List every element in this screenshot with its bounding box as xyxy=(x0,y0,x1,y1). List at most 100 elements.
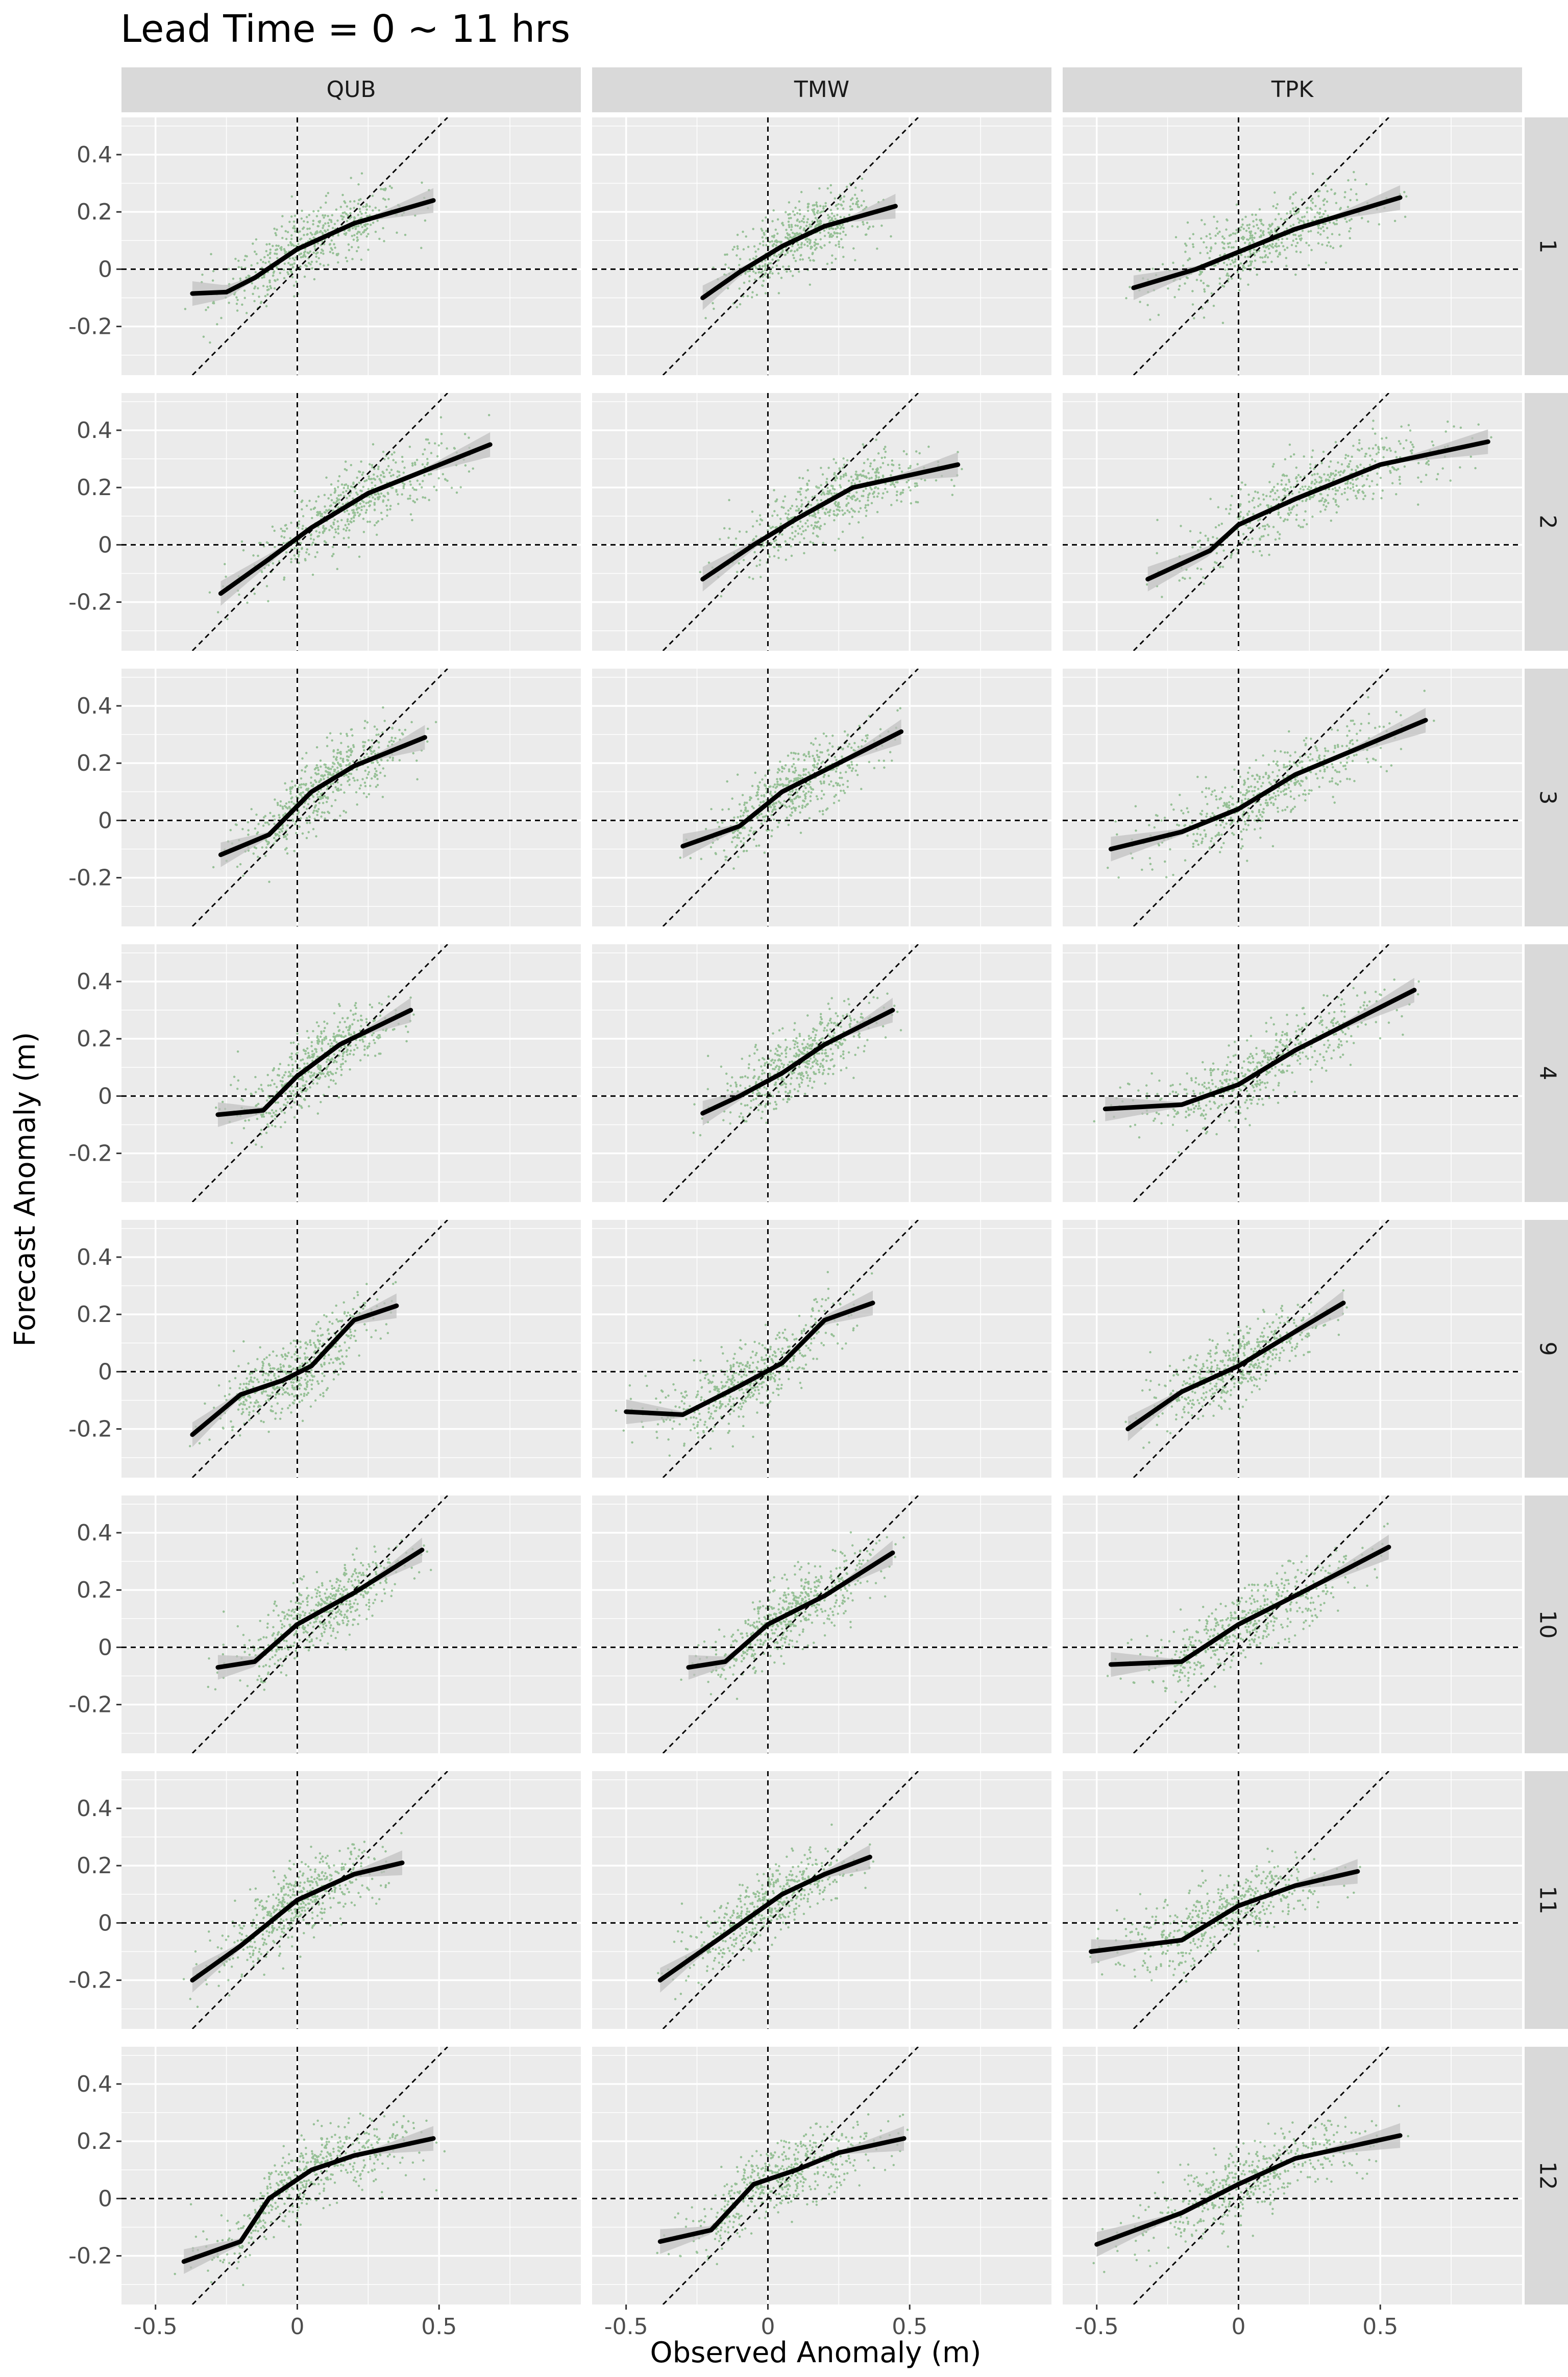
row-strip-label: 3 xyxy=(1535,791,1561,805)
panel xyxy=(592,1220,1051,1478)
panel xyxy=(1063,1771,1522,2029)
y-tick-label: 0.2 xyxy=(77,1577,112,1603)
smooth-line xyxy=(1125,1301,1346,1432)
y-tick-label: -0.2 xyxy=(68,2243,112,2269)
panel-contents xyxy=(121,944,581,1202)
panel-contents xyxy=(1063,2047,1522,2305)
y-tick-label: 0 xyxy=(98,256,112,282)
y-tick-label: 0 xyxy=(98,1634,112,1660)
panel-contents xyxy=(592,1220,1051,1478)
confidence-band xyxy=(192,1850,402,1993)
row-strip xyxy=(1525,117,1568,375)
confidence-band xyxy=(702,452,958,592)
y-tick-label: 0 xyxy=(98,807,112,834)
row-strip-label: 12 xyxy=(1535,2162,1561,2190)
smooth-line xyxy=(1089,1869,1360,1954)
x-tick-label: 0.5 xyxy=(421,2314,457,2340)
y-tick-label: 0.2 xyxy=(77,2128,112,2154)
column-strip-label: QUB xyxy=(326,77,376,103)
confidence-band xyxy=(660,1845,870,1993)
panel xyxy=(592,1771,1051,2029)
y-tick-label: 0.2 xyxy=(77,1853,112,1879)
y-tick-label: 0.4 xyxy=(77,1520,112,1546)
y-axis-ticks: -0.2 0 0.2 0.4 -0.2 0 0.2 0.4 -0.2 0 0.2 0.4 -0.2 0 0.… xyxy=(68,142,121,2269)
smooth-line xyxy=(657,2136,906,2244)
y-tick-label: 0.2 xyxy=(77,1026,112,1052)
y-tick-label: 0 xyxy=(98,2186,112,2212)
panel xyxy=(592,393,1051,651)
panel xyxy=(592,2047,1051,2305)
panel-background xyxy=(1063,669,1522,926)
y-tick-label: 0.4 xyxy=(77,1796,112,1822)
y-tick-label: 0 xyxy=(98,532,112,558)
panel-background xyxy=(592,1220,1051,1478)
panel-contents xyxy=(121,2047,581,2305)
x-tick-label: -0.5 xyxy=(1075,2314,1119,2340)
row-strip-label: 4 xyxy=(1535,1066,1561,1081)
panel-background xyxy=(121,117,581,375)
scatter-points xyxy=(1093,978,1420,1154)
panel-background xyxy=(1063,1220,1522,1478)
y-tick-label: -0.2 xyxy=(68,1141,112,1167)
row-strip-label: 1 xyxy=(1535,239,1561,254)
panel xyxy=(1063,1220,1522,1478)
row-strip xyxy=(1525,1771,1568,2029)
panel xyxy=(1063,669,1522,926)
row-strip xyxy=(1525,2047,1568,2305)
panel-contents xyxy=(121,669,581,926)
panel-contents xyxy=(592,2047,1051,2305)
confidence-band xyxy=(192,1293,397,1447)
y-tick-label: 0.2 xyxy=(77,199,112,225)
panel-background xyxy=(592,1771,1051,2029)
smooth-line xyxy=(218,442,493,596)
confidence-band xyxy=(220,432,491,606)
confidence-band xyxy=(1147,429,1488,592)
column-strip-label: TMW xyxy=(794,77,849,103)
y-tick-label: 0.2 xyxy=(77,475,112,501)
panel-grid xyxy=(121,117,1522,2305)
x-tick-label: -0.5 xyxy=(134,2314,178,2340)
panel xyxy=(592,117,1051,375)
smooth-line xyxy=(686,1550,895,1670)
panel xyxy=(121,2047,581,2305)
x-tick-label: 0 xyxy=(1231,2314,1245,2340)
row-strip-label: 9 xyxy=(1535,1342,1561,1356)
smooth-line xyxy=(657,1854,872,1983)
panel-contents xyxy=(121,1496,581,1753)
smooth-line xyxy=(218,735,427,857)
y-tick-label: -0.2 xyxy=(68,590,112,616)
y-tick-label: 0.4 xyxy=(77,2071,112,2097)
smooth-line xyxy=(700,1008,895,1116)
panel-background xyxy=(1063,117,1522,375)
confidence-band xyxy=(660,2126,904,2254)
panel xyxy=(1063,2047,1522,2305)
column-strip-label: TPK xyxy=(1271,77,1314,103)
panel-contents xyxy=(1063,1220,1522,1478)
y-tick-label: 0.4 xyxy=(77,693,112,719)
y-tick-label: -0.2 xyxy=(68,1968,112,1994)
row-strip xyxy=(1525,1496,1568,1753)
panel-contents xyxy=(592,1771,1051,2029)
figure-title: Lead Time = 0 ~ 11 hrs xyxy=(120,7,570,51)
panel xyxy=(1063,944,1522,1202)
panel-contents xyxy=(121,117,581,375)
x-tick-label: -0.5 xyxy=(604,2314,648,2340)
y-tick-label: 0 xyxy=(98,1359,112,1385)
x-tick-label: 0.5 xyxy=(892,2314,927,2340)
panel-contents xyxy=(1063,669,1522,926)
panel xyxy=(121,1496,581,1753)
panel xyxy=(121,393,581,651)
smooth-line xyxy=(190,1860,405,1983)
y-tick-label: 0.2 xyxy=(77,750,112,776)
row-strip-label: 2 xyxy=(1535,515,1561,529)
smooth-line xyxy=(700,204,898,300)
confidence-band xyxy=(702,193,896,310)
panel-contents xyxy=(1063,117,1522,375)
scatter-points xyxy=(208,414,491,621)
panel-contents xyxy=(121,1771,581,2029)
panel xyxy=(121,669,581,926)
row-strip-label: 10 xyxy=(1535,1610,1561,1639)
row-strip xyxy=(1525,669,1568,926)
row-strip xyxy=(1525,944,1568,1202)
